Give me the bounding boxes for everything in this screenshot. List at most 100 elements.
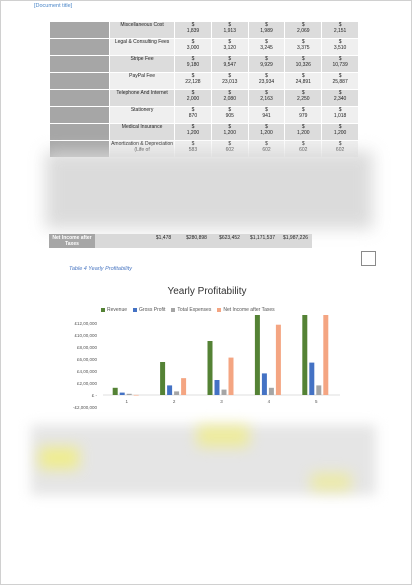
bar-gross-profit bbox=[119, 392, 125, 395]
cell-value: $ 2,151 bbox=[321, 21, 359, 39]
cell-value: $ 979 bbox=[284, 106, 323, 124]
cell-value: $ 1,913 bbox=[210, 21, 249, 39]
bar-gross-profit bbox=[309, 362, 315, 395]
table-row: Legal & Consulting Fees $ 3,000 $ 3,120 $ 3… bbox=[48, 38, 359, 56]
bar-net-income-after-taxes bbox=[181, 378, 187, 395]
row-label: Stripe Fee bbox=[109, 55, 176, 73]
legend-swatch bbox=[133, 308, 138, 312]
cell-value: $ 3,120 bbox=[210, 38, 249, 56]
x-tick-label: 5 bbox=[315, 399, 318, 404]
bar-revenue bbox=[160, 362, 166, 395]
net-income-value: $623,452 bbox=[213, 234, 246, 248]
bar-net-income-after-taxes bbox=[323, 315, 329, 395]
table-row: Medical Insurance $ 1,200 $ 1,200 $ 1,200 $ … bbox=[48, 123, 359, 141]
cell-value: $ 2,340 bbox=[321, 89, 359, 107]
cell-value: $ 22,128 bbox=[174, 72, 212, 90]
bar-net-income-after-taxes bbox=[275, 324, 281, 395]
legend-item: Gross Profit bbox=[133, 307, 165, 313]
cell-value: $ 870 bbox=[174, 106, 212, 124]
cell-value: $ 9,180 bbox=[174, 55, 212, 73]
bar-net-income-after-taxes bbox=[228, 357, 234, 395]
bar-revenue bbox=[302, 315, 308, 395]
bar-total-expenses bbox=[316, 385, 322, 395]
cell-value: $ 1,200 bbox=[321, 123, 359, 141]
bar-gross-profit bbox=[214, 380, 220, 395]
cell-value: $ 3,000 bbox=[174, 38, 212, 56]
cell-value: $ 1,989 bbox=[247, 21, 286, 39]
table-row: Miscellaneous Cost $ 1,839 $ 1,913 $ 1,989 $… bbox=[48, 21, 359, 39]
checkbox[interactable] bbox=[361, 251, 376, 266]
table-caption: Table 4 Yearly Profitability bbox=[69, 266, 132, 272]
legend-item: Revenue bbox=[101, 307, 127, 313]
cell-value: $ 2,069 bbox=[284, 21, 323, 39]
cell-value: $ 941 bbox=[247, 106, 286, 124]
net-income-value: $1,478 bbox=[147, 234, 180, 248]
cell-value: $ 1,200 bbox=[174, 123, 212, 141]
net-income-value: $280,898 bbox=[180, 234, 213, 248]
cell-value: $ 3,510 bbox=[321, 38, 359, 56]
cell-value: $ 3,375 bbox=[284, 38, 323, 56]
document-title[interactable]: [Document title] bbox=[34, 3, 73, 9]
y-tick-label: £10,00,000 bbox=[74, 333, 97, 338]
chart-legend: Revenue Gross Profit Total Expenses Net Inc… bbox=[101, 307, 275, 313]
cell-value: $ 24,891 bbox=[284, 72, 323, 90]
legend-item: Total Expenses bbox=[171, 307, 211, 313]
cell-value: $ 2,250 bbox=[284, 89, 323, 107]
legend-label: Net Income after Taxes bbox=[223, 307, 275, 313]
y-tick-label: -£2,000,000 bbox=[73, 405, 98, 410]
table-row: PayPal Fee $ 22,128 $ 23,013 $ 23,934 $ 24,8… bbox=[48, 72, 359, 90]
cell-value: $ 9,547 bbox=[210, 55, 249, 73]
legend-swatch bbox=[217, 308, 222, 312]
x-tick-label: 4 bbox=[268, 399, 271, 404]
cell-value: $ 23,013 bbox=[210, 72, 249, 90]
net-income-value: $1,171,537 bbox=[246, 234, 279, 248]
legend-label: Gross Profit bbox=[139, 307, 166, 313]
bar-revenue bbox=[207, 341, 213, 395]
cell-value: $ 23,934 bbox=[247, 72, 286, 90]
x-tick-label: 3 bbox=[220, 399, 223, 404]
x-tick-label: 1 bbox=[125, 399, 128, 404]
legend-label: Total Expenses bbox=[177, 307, 212, 313]
y-tick-label: £8,00,000 bbox=[77, 345, 98, 350]
bar-gross-profit bbox=[261, 373, 267, 395]
bar-total-expenses bbox=[268, 387, 274, 395]
cell-value: $ 1,839 bbox=[174, 21, 212, 39]
row-label: Telephone And Internet bbox=[109, 89, 176, 107]
row-label: Stationery bbox=[109, 106, 176, 124]
y-tick-label: £2,00,000 bbox=[77, 381, 98, 386]
cell-value: $ 1,200 bbox=[210, 123, 249, 141]
legend-label: Revenue bbox=[107, 307, 128, 313]
cell-value: $ 10,739 bbox=[321, 55, 359, 73]
y-tick-label: £ - bbox=[92, 393, 98, 398]
cell-value: $ 1,018 bbox=[321, 106, 359, 124]
cell-value: $ 1,200 bbox=[284, 123, 323, 141]
table-row: Stripe Fee $ 9,180 $ 9,547 $ 9,929 $ 10,326 $… bbox=[48, 55, 359, 73]
bar-gross-profit bbox=[167, 385, 173, 395]
legend-item: Net Income after Taxes bbox=[217, 307, 275, 313]
bar-net-income-after-taxes bbox=[133, 394, 139, 396]
table-row: Stationery $ 870 $ 905 $ 941 $ 979 $ 1,018 bbox=[48, 106, 359, 124]
bar-revenue bbox=[254, 315, 260, 395]
cell-value: $ 905 bbox=[210, 106, 249, 124]
legend-swatch bbox=[101, 308, 105, 312]
bar-total-expenses bbox=[126, 393, 132, 395]
bar-revenue bbox=[112, 387, 118, 395]
cell-value: $ 1,200 bbox=[247, 123, 286, 141]
y-tick-label: £4,00,000 bbox=[77, 369, 98, 374]
net-income-value: $1,987,226 bbox=[279, 234, 312, 248]
cell-value: $ 10,326 bbox=[284, 55, 323, 73]
cell-value: $ 9,929 bbox=[247, 55, 286, 73]
bar-total-expenses bbox=[174, 391, 180, 395]
y-tick-label: £12,00,000 bbox=[74, 321, 97, 326]
blurred-region bbox=[45, 151, 373, 229]
expenses-table: Miscellaneous Cost $ 1,839 $ 1,913 $ 1,989 $… bbox=[48, 21, 359, 158]
table-row: Telephone And Internet $ 2,000 $ 2,080 $ 2,… bbox=[48, 89, 359, 107]
cell-value: $ 2,163 bbox=[247, 89, 286, 107]
bar-total-expenses bbox=[221, 389, 227, 395]
chart: £12,00,000 £10,00,000 £8,00,000 £6,00,000 £4… bbox=[73, 315, 340, 410]
y-tick-label: £6,00,000 bbox=[77, 357, 98, 362]
x-tick-label: 2 bbox=[173, 399, 176, 404]
net-income-row: Net Income after Taxes $1,478 $280,898 $… bbox=[49, 234, 359, 248]
row-label: PayPal Fee bbox=[109, 72, 176, 90]
